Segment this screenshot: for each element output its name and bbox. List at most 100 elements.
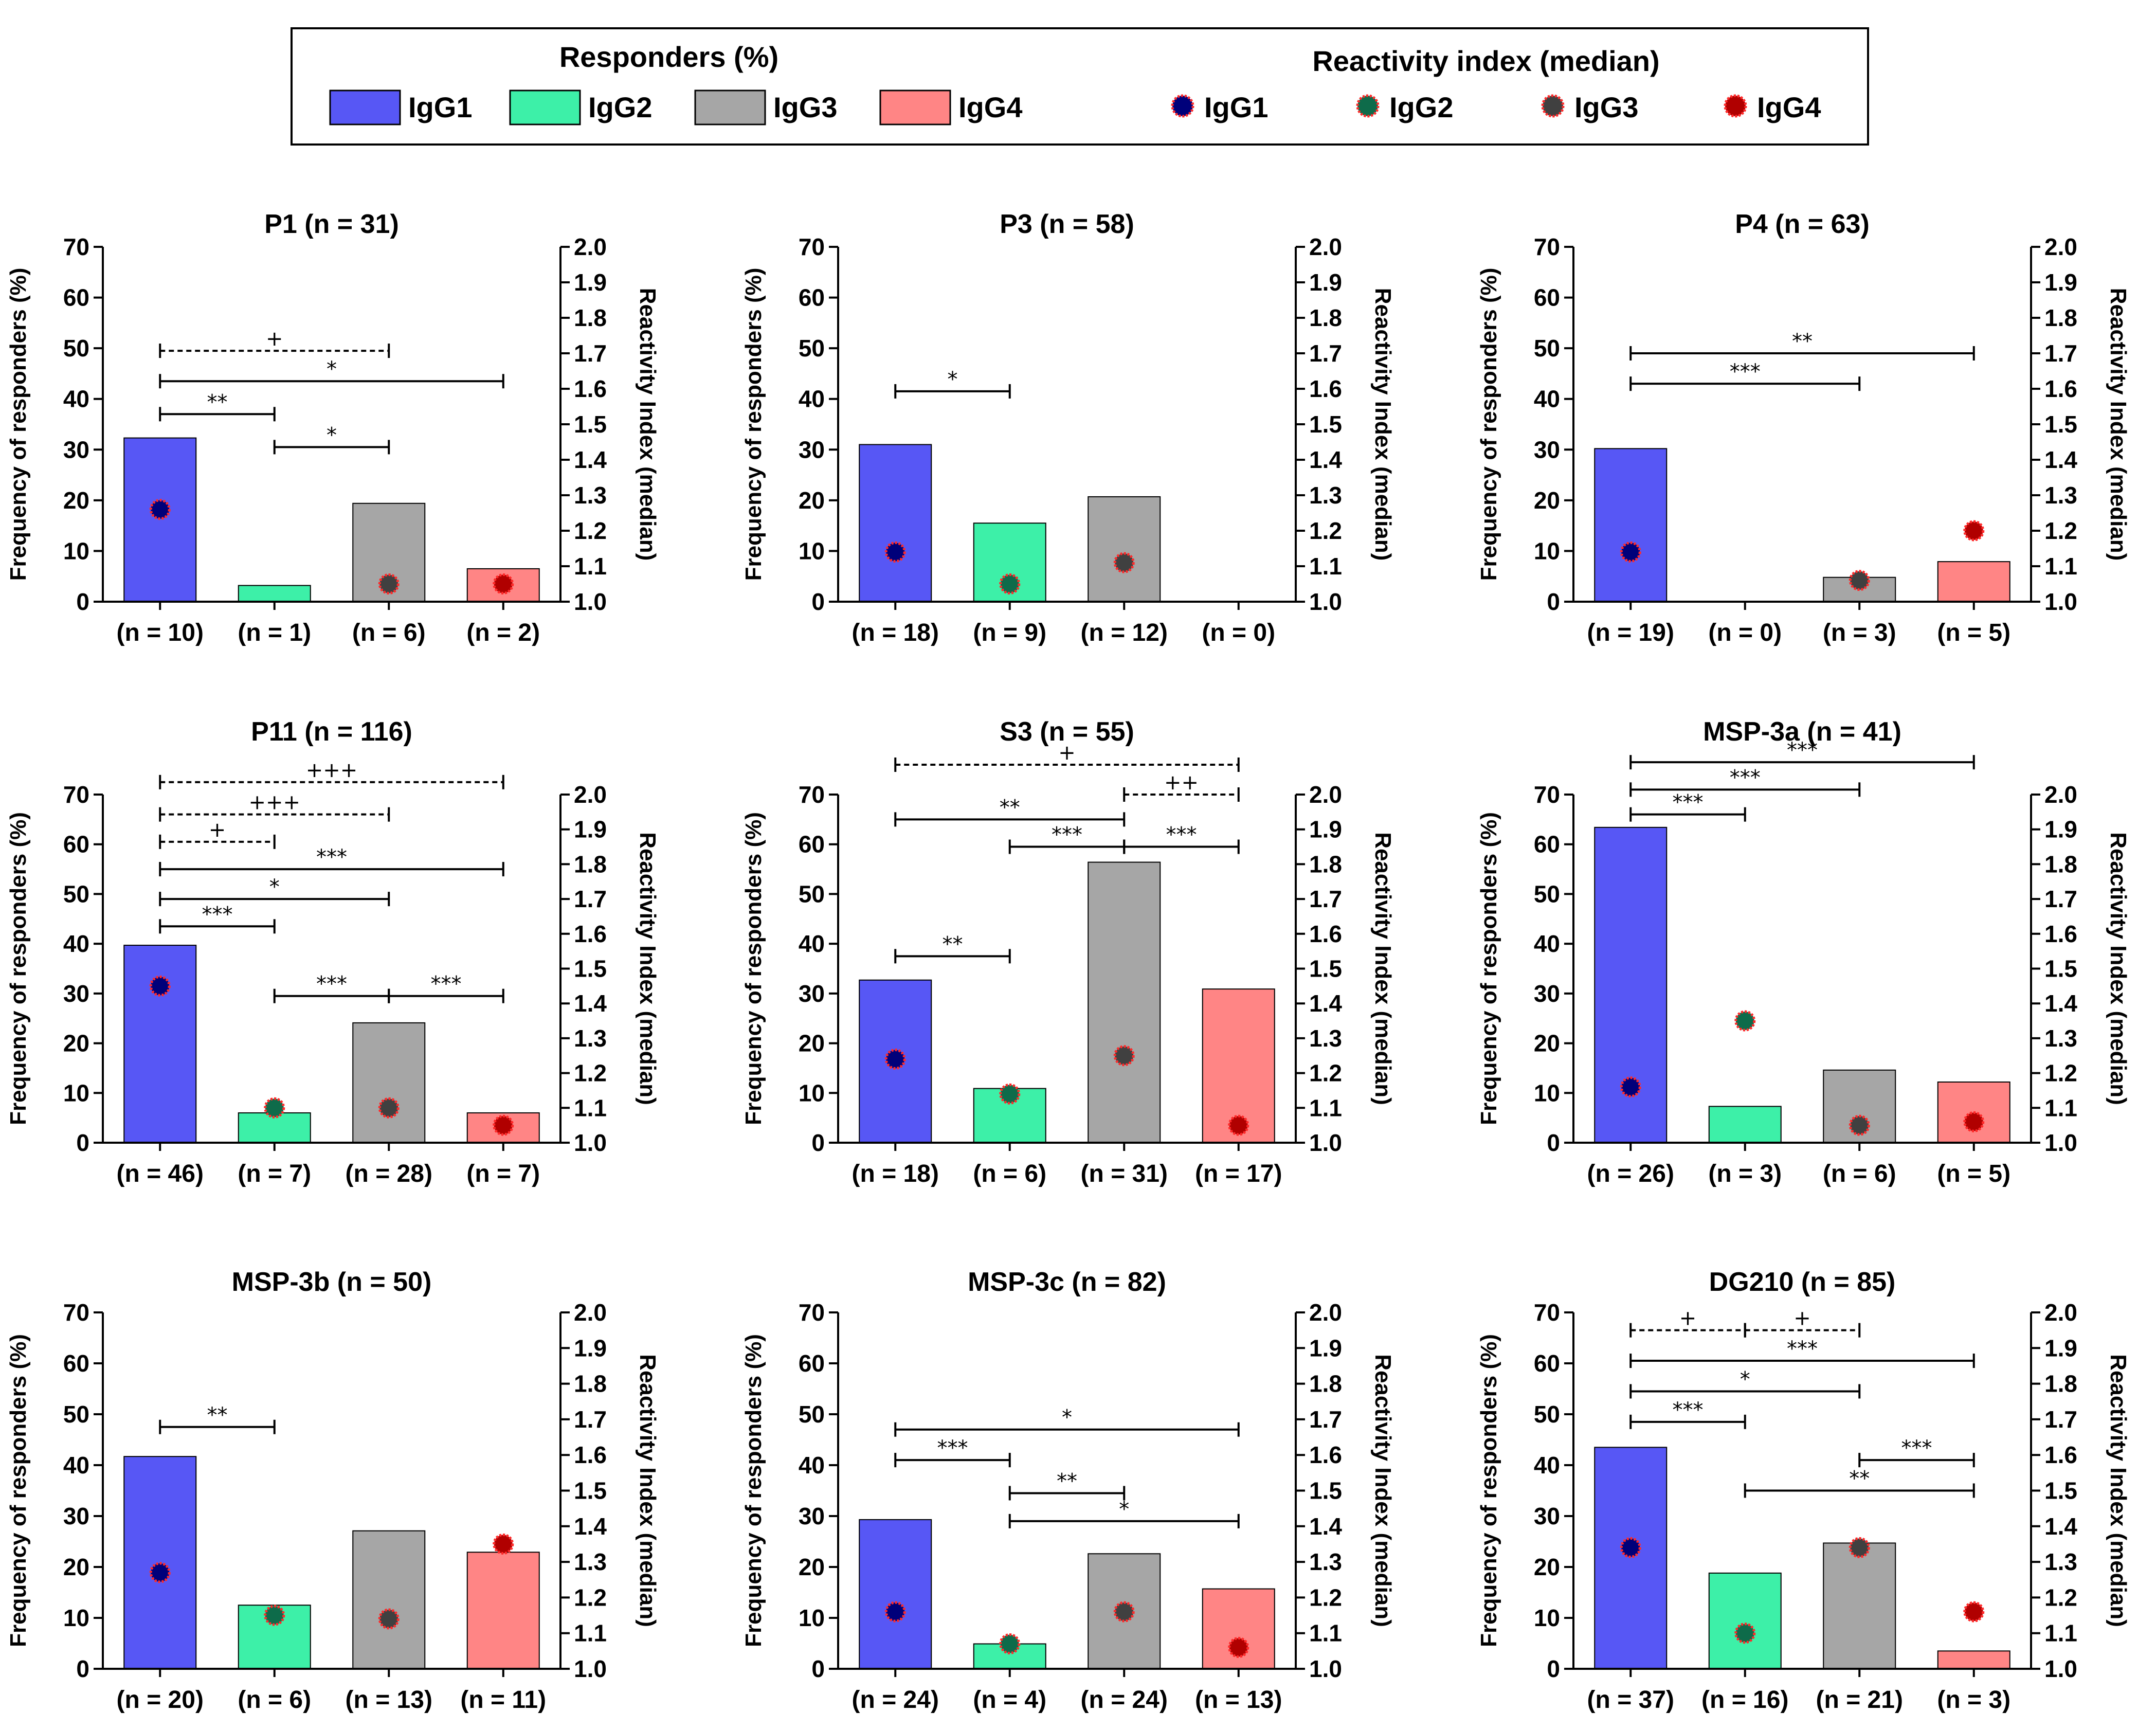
comparison-bracket: +++	[159, 791, 390, 822]
reactivity-dot-igg1	[1620, 1537, 1641, 1558]
y-tick-label: 50	[63, 1401, 89, 1428]
y2-tick-label: 1.1	[1309, 1094, 1342, 1121]
y-tick-label: 40	[63, 1452, 89, 1479]
y2-axis-label: Reactivity Index (median)	[1370, 832, 1396, 1105]
significance-label: ***	[1901, 1436, 1932, 1460]
y2-tick-label: 1.2	[1309, 517, 1342, 544]
bar-igg3	[352, 1022, 426, 1143]
y2-tick-label: 1.9	[574, 1335, 607, 1361]
y2-tick-label: 1.5	[574, 411, 607, 438]
significance-label: *	[327, 423, 337, 447]
y-tick-label: 40	[799, 1452, 825, 1479]
y2-tick-label: 1.1	[574, 1620, 607, 1647]
y2-tick-label: 1.7	[1309, 1406, 1342, 1433]
y2-tick-label: 1.8	[2044, 1371, 2077, 1397]
reactivity-dot-igg1	[1620, 541, 1641, 563]
reactivity-dot-igg1	[884, 1049, 906, 1070]
y2-tick-label: 1.3	[2044, 482, 2077, 509]
y-tick-label: 40	[63, 386, 89, 412]
x-tick-label: (n = 3)	[1937, 1686, 2010, 1714]
y-tick-label: 20	[799, 487, 825, 514]
y-axis-label: Frequency of responders (%)	[1476, 268, 1501, 581]
reactivity-dot-igg3	[1849, 570, 1870, 591]
y2-tick-label: 1.5	[2044, 956, 2077, 982]
y-tick-label: 50	[63, 335, 89, 362]
y2-tick-label: 1.6	[2044, 375, 2077, 402]
comparison-bracket: **	[894, 796, 1126, 827]
legend-dot-igg1	[1171, 94, 1194, 118]
x-tick-label: (n = 2)	[466, 619, 540, 646]
y2-tick-label: 1.4	[2044, 990, 2077, 1017]
y2-tick-label: 1.0	[2044, 588, 2077, 615]
y2-tick-label: 1.3	[574, 1025, 607, 1052]
x-tick-label: (n = 37)	[1587, 1686, 1674, 1714]
comparison-bracket: ***	[1629, 1398, 1746, 1429]
y2-tick-label: 1.0	[1309, 1129, 1342, 1156]
significance-label: *	[1062, 1406, 1072, 1430]
x-tick-label: (n = 12)	[1081, 619, 1168, 646]
y2-tick-label: 1.7	[574, 1406, 607, 1433]
y-axis-label: Frequency of responders (%)	[6, 268, 31, 581]
x-tick-label: (n = 3)	[1823, 619, 1896, 646]
y2-tick-label: 1.9	[1309, 269, 1342, 296]
bar-igg3	[352, 1530, 426, 1669]
legend-bar-label-igg1: IgG1	[408, 91, 472, 123]
y-tick-label: 30	[1534, 1503, 1560, 1529]
reactivity-dot-igg1	[149, 499, 171, 520]
y-tick-label: 30	[1534, 980, 1560, 1007]
x-tick-label: (n = 9)	[973, 619, 1046, 646]
significance-label: **	[207, 390, 228, 414]
y-tick-label: 0	[1547, 1129, 1560, 1156]
y-tick-label: 60	[799, 831, 825, 858]
comparison-bracket: **	[894, 932, 1011, 964]
y2-tick-label: 1.0	[2044, 1655, 2077, 1682]
reactivity-dot-igg3	[1113, 1601, 1135, 1623]
comparison-bracket: ***	[1629, 1337, 1975, 1368]
panel-title: P3 (n = 58)	[1000, 209, 1134, 239]
y-tick-label: 40	[1534, 1452, 1560, 1479]
y2-tick-label: 1.8	[2044, 304, 2077, 331]
y2-tick-label: 1.1	[1309, 553, 1342, 580]
y-tick-label: 0	[811, 1129, 825, 1156]
y2-axis-label: Reactivity Index (median)	[635, 1354, 660, 1627]
significance-label: *	[1119, 1498, 1129, 1521]
y-tick-label: 10	[63, 537, 89, 564]
legend-dot-igg2	[1356, 94, 1380, 118]
y2-tick-label: 1.9	[2044, 269, 2077, 296]
x-tick-label: (n = 4)	[973, 1686, 1046, 1714]
y2-tick-label: 1.9	[574, 269, 607, 296]
y2-axis-label: Reactivity Index (median)	[635, 832, 660, 1105]
panel-p1: P1 (n = 31) 0 10 20 30 40 50 60 70 1.0 1.1 1.2 1.3 1.…	[6, 209, 660, 646]
reactivity-dot-igg3	[1113, 1045, 1135, 1067]
y-tick-label: 10	[63, 1079, 89, 1106]
reactivity-dot-igg1	[149, 975, 171, 997]
y-tick-label: 0	[811, 588, 825, 615]
significance-label: ***	[1673, 1398, 1704, 1422]
comparison-bracket: +	[159, 818, 276, 849]
y2-tick-label: 1.4	[1309, 990, 1342, 1017]
y-tick-label: 10	[799, 1079, 825, 1106]
y-tick-label: 70	[1534, 233, 1560, 260]
x-tick-label: (n = 13)	[346, 1686, 432, 1714]
y2-tick-label: 1.2	[1309, 1584, 1342, 1611]
y-tick-label: 10	[63, 1605, 89, 1631]
x-tick-label: (n = 3)	[1708, 1160, 1782, 1187]
legend-dot-label-igg1: IgG1	[1204, 91, 1268, 123]
y2-tick-label: 1.0	[1309, 1655, 1342, 1682]
y-tick-label: 50	[1534, 335, 1560, 362]
bar-igg3	[1823, 1542, 1896, 1669]
significance-label: ***	[1730, 766, 1761, 789]
legend-dot-igg4	[1724, 94, 1747, 118]
y-tick-label: 10	[799, 537, 825, 564]
y2-tick-label: 1.1	[2044, 1620, 2077, 1647]
y2-tick-label: 2.0	[1309, 233, 1342, 260]
reactivity-dot-igg3	[378, 1608, 400, 1630]
y-tick-label: 40	[799, 386, 825, 412]
y2-tick-label: 1.3	[2044, 1548, 2077, 1575]
y2-tick-label: 1.7	[2044, 340, 2077, 367]
y2-tick-label: 1.8	[1309, 304, 1342, 331]
y2-tick-label: 1.0	[574, 1655, 607, 1682]
y-tick-label: 0	[76, 1129, 89, 1156]
y-tick-label: 50	[799, 1401, 825, 1428]
y2-tick-label: 1.1	[2044, 553, 2077, 580]
